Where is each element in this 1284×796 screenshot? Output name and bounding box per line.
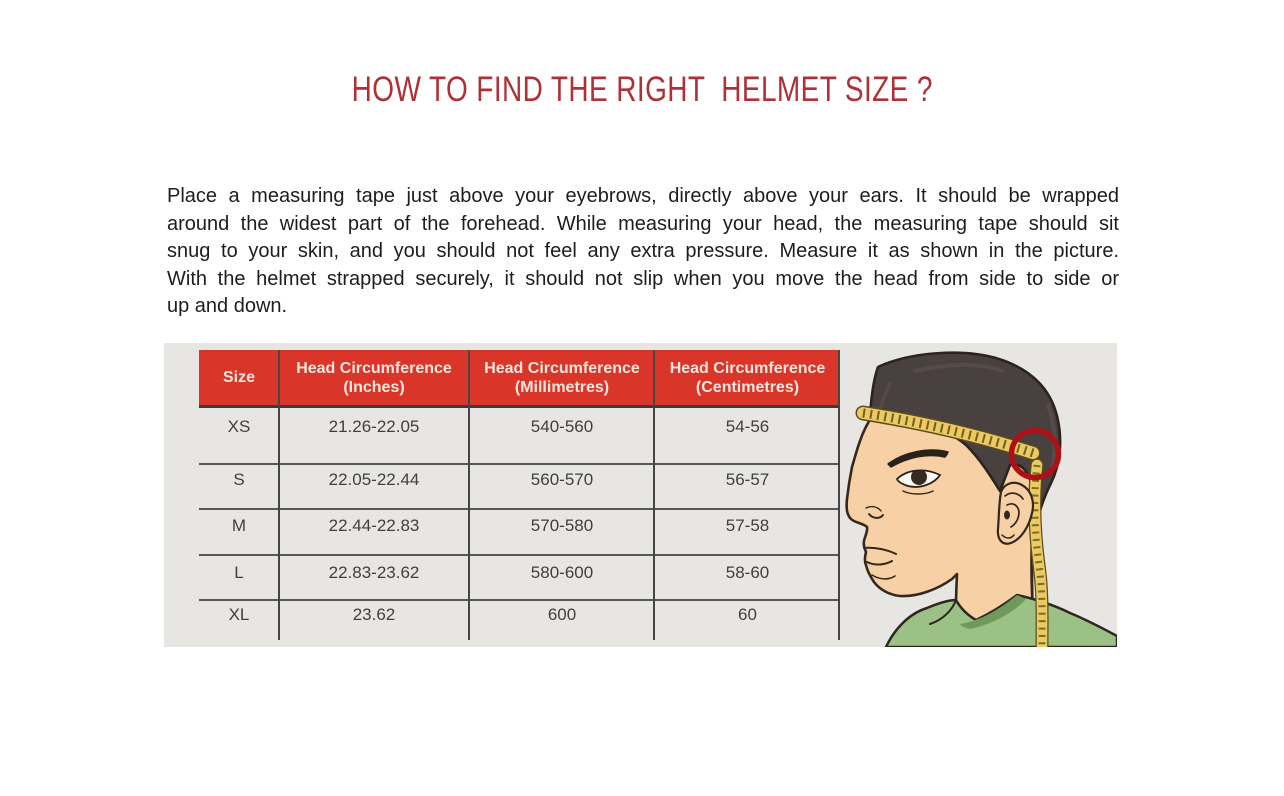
- ear: [996, 481, 1035, 545]
- size-table: Size Head Circumference (Inches) Head Ci…: [199, 350, 840, 645]
- nostril: [868, 513, 884, 519]
- header-cell-size: Size: [222, 369, 255, 386]
- table-divider: [199, 554, 840, 556]
- page-title: HOW TO FIND THE RIGHT HELMET SIZE ?: [0, 70, 1284, 110]
- cell-size: L: [234, 563, 244, 582]
- eye-iris: [911, 470, 927, 485]
- under-eye-line: [902, 490, 934, 495]
- cell-size: M: [231, 516, 247, 535]
- table-row: L 22.83-23.62 580-600 58-60: [199, 554, 840, 599]
- red-circle-annotation: [1008, 427, 1062, 481]
- table-row: S 22.05-22.44 560-570 56-57: [199, 463, 840, 508]
- cell-centimetres: 58-60: [725, 563, 770, 582]
- cell-size: XS: [227, 417, 251, 436]
- nose-wing: [865, 505, 882, 512]
- table-column-divider: [468, 350, 470, 640]
- cell-inches: 22.44-22.83: [328, 516, 420, 535]
- table-row: M 22.44-22.83 570-580 57-58: [199, 508, 840, 554]
- cell-millimetres: 570-580: [530, 516, 594, 535]
- cell-inches: 23.62: [352, 605, 396, 624]
- intro-line: With the helmet strapped securely, it sh…: [167, 267, 1119, 290]
- table-divider: [199, 599, 840, 601]
- eyebrow: [887, 449, 949, 468]
- table-column-divider: [653, 350, 655, 640]
- table-row: XS 21.26-22.05 540-560 54-56: [199, 405, 840, 463]
- header-cell-millimetres: Head Circumference (Millimetres): [484, 359, 640, 396]
- size-chart-panel: Size Head Circumference (Inches) Head Ci…: [164, 343, 1117, 647]
- intro-line: around the widest part of the forehead. …: [167, 212, 1119, 235]
- head-measurement-illustration: [845, 351, 1117, 647]
- intro-paragraph: Place a measuring tape just above your e…: [167, 183, 1119, 321]
- cell-inches: 21.26-22.05: [328, 417, 420, 436]
- table-divider: [199, 508, 840, 510]
- cell-centimetres: 60: [738, 605, 757, 624]
- shirt-collar-shadow: [960, 595, 1026, 629]
- table-column-divider: [838, 350, 840, 640]
- chin-crease: [871, 574, 896, 580]
- cell-size: XL: [228, 605, 250, 624]
- page-title-text: HOW TO FIND THE RIGHT HELMET SIZE ?: [351, 70, 933, 109]
- cell-millimetres: 540-560: [530, 417, 594, 436]
- hanging-measuring-tape: [1028, 458, 1049, 647]
- cell-centimetres: 56-57: [725, 470, 770, 489]
- lower-lip-line: [866, 560, 893, 566]
- mouth-line: [863, 546, 897, 555]
- table-divider: [199, 463, 840, 465]
- cell-centimetres: 57-58: [725, 516, 770, 535]
- intro-line: Place a measuring tape just above your e…: [167, 185, 1119, 207]
- intro-line: up and down.: [167, 295, 288, 317]
- cell-size: S: [233, 470, 245, 489]
- cell-centimetres: 54-56: [725, 417, 770, 436]
- cell-inches: 22.83-23.62: [328, 563, 420, 582]
- table-column-divider: [278, 350, 280, 640]
- hair-highlight: [1046, 403, 1057, 469]
- cell-millimetres: 600: [547, 605, 577, 624]
- table-row: XL 23.62 600 60: [199, 599, 840, 645]
- shirt-collar-line: [929, 599, 957, 625]
- hair-highlight: [913, 363, 1004, 373]
- size-table-header-row: Size Head Circumference (Inches) Head Ci…: [199, 350, 840, 405]
- table-divider: [199, 405, 840, 408]
- intro-line: snug to your skin, and you should not fe…: [167, 240, 1119, 262]
- header-cell-centimetres: Head Circumference (Centimetres): [669, 359, 826, 396]
- cell-millimetres: 560-570: [530, 470, 594, 489]
- cell-inches: 22.05-22.44: [328, 470, 420, 489]
- cell-millimetres: 580-600: [530, 563, 594, 582]
- header-cell-inches: Head Circumference (Inches): [296, 359, 452, 396]
